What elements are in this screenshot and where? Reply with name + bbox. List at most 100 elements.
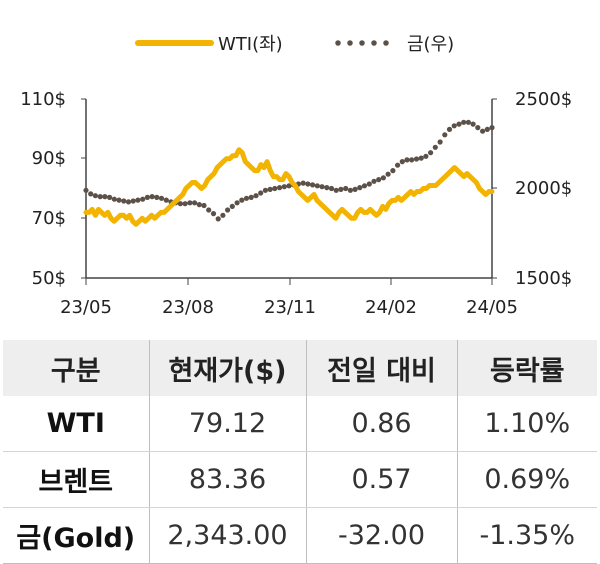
gold-point xyxy=(404,157,410,163)
gold-point xyxy=(258,190,264,196)
gold-point xyxy=(451,123,457,129)
gold-point xyxy=(399,159,405,165)
oil-gold-price-chart: WTI(좌) 금(우) 110$ 90$ 70$ 50$ 2500$ 2000$… xyxy=(20,34,572,318)
gold-point xyxy=(210,211,217,217)
gold-point xyxy=(456,121,462,127)
gold-point xyxy=(220,212,226,218)
series-gold-group xyxy=(83,119,495,222)
gold-point xyxy=(182,201,188,207)
gold-point xyxy=(248,194,254,200)
row-change-rate: 1.10% xyxy=(457,396,597,452)
legend-label-gold: 금(우) xyxy=(407,34,454,55)
gold-point xyxy=(111,196,117,202)
gold-point xyxy=(83,187,89,193)
gold-point xyxy=(446,126,453,132)
gold-point xyxy=(215,216,221,222)
gold-point xyxy=(107,194,113,200)
gold-point xyxy=(366,181,372,187)
table-row: WTI 79.12 0.86 1.10% xyxy=(3,396,597,452)
left-tick-label: 110$ xyxy=(20,89,66,110)
gold-point xyxy=(423,153,429,159)
gold-point xyxy=(314,183,320,189)
gold-point xyxy=(380,175,386,181)
gold-point xyxy=(267,186,273,192)
gold-point xyxy=(196,202,202,208)
gold-point xyxy=(338,186,344,192)
right-tick-label: 2500$ xyxy=(515,89,572,110)
gold-point xyxy=(319,184,325,190)
gold-point xyxy=(371,178,377,184)
row-current-price: 83.36 xyxy=(149,451,307,508)
price-table: 구분 현재가($) 전일 대비 등락률 WTI 79.12 0.86 1.10%… xyxy=(3,340,597,564)
table-header-row: 구분 현재가($) 전일 대비 등락률 xyxy=(3,340,597,396)
series-wti-group xyxy=(83,147,495,227)
gold-point xyxy=(418,155,424,161)
gold-point xyxy=(286,183,292,189)
x-tick-label: 24/05 xyxy=(466,297,518,318)
x-axis: 23/05 23/08 23/11 24/02 24/05 xyxy=(60,277,518,318)
gold-point xyxy=(470,121,476,127)
gold-point xyxy=(390,168,396,174)
gold-point xyxy=(229,203,235,209)
gold-point xyxy=(361,183,368,189)
gold-point xyxy=(281,184,287,190)
table-row: 금(Gold) 2,343.00 -32.00 -1.35% xyxy=(3,507,597,564)
x-tick-label: 23/08 xyxy=(162,297,214,318)
gold-point xyxy=(187,200,193,206)
gold-point xyxy=(480,128,486,134)
gold-point xyxy=(140,196,146,202)
legend-label-wti: WTI(좌) xyxy=(218,34,283,55)
row-change-rate: 0.69% xyxy=(457,451,597,508)
gold-point xyxy=(310,182,316,188)
header-change-rate: 등락률 xyxy=(457,340,597,396)
gold-point xyxy=(333,187,339,193)
gold-point xyxy=(272,185,278,192)
gold-point xyxy=(116,197,122,203)
gold-point xyxy=(92,193,98,199)
gold-point xyxy=(97,194,103,200)
x-tick-label: 23/05 xyxy=(60,297,112,318)
gold-point xyxy=(154,194,160,200)
left-axis: 110$ 90$ 70$ 50$ xyxy=(20,89,87,289)
gold-point xyxy=(243,195,250,201)
header-category: 구분 xyxy=(3,340,150,396)
gold-point xyxy=(234,200,240,206)
gold-point xyxy=(428,150,434,156)
left-tick-label: 90$ xyxy=(32,148,66,169)
gold-point xyxy=(347,187,353,193)
gold-point xyxy=(192,200,198,206)
gold-point xyxy=(343,185,349,192)
wti-line xyxy=(83,147,495,227)
table-row: 브렌트 83.36 0.57 0.69% xyxy=(3,451,597,508)
row-name: 금(Gold) xyxy=(3,507,150,564)
gold-point xyxy=(484,126,490,132)
gold-point xyxy=(102,194,108,200)
gold-point xyxy=(413,156,420,162)
right-tick-label: 1500$ xyxy=(515,268,572,289)
left-tick-label: 70$ xyxy=(32,208,66,229)
gold-point xyxy=(206,207,212,213)
gold-point xyxy=(442,132,448,138)
row-name: WTI xyxy=(3,396,150,452)
gold-point xyxy=(385,171,391,177)
row-name: 브렌트 xyxy=(3,451,150,508)
row-current-price: 79.12 xyxy=(149,396,307,452)
header-current-price: 현재가($) xyxy=(149,340,307,396)
gold-point xyxy=(300,180,306,186)
row-daily-change: -32.00 xyxy=(306,507,458,564)
gold-point xyxy=(201,202,207,209)
right-tick-label: 2000$ xyxy=(515,178,572,199)
row-daily-change: 0.86 xyxy=(306,396,458,452)
gold-point xyxy=(277,185,283,191)
gold-point xyxy=(395,162,401,168)
gold-point xyxy=(163,197,169,203)
gold-point xyxy=(125,199,132,205)
right-axis: 2500$ 2000$ 1500$ xyxy=(491,89,572,289)
gold-point xyxy=(239,197,245,203)
gold-point xyxy=(357,185,363,191)
gold-point xyxy=(432,144,438,150)
x-tick-label: 23/11 xyxy=(264,297,316,318)
gold-point xyxy=(376,177,382,183)
x-tick-label: 24/02 xyxy=(365,297,417,318)
row-change-rate: -1.35% xyxy=(457,507,597,564)
